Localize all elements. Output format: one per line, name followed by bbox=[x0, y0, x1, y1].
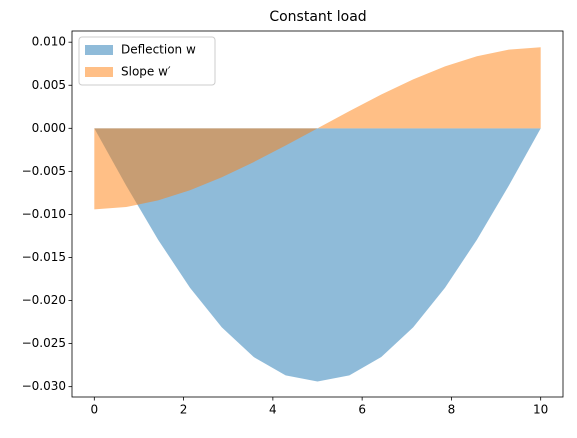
chart-title: Constant load bbox=[269, 9, 366, 25]
x-tick-label: 0 bbox=[90, 403, 98, 417]
legend-swatch bbox=[85, 45, 113, 55]
y-tick-label: −0.010 bbox=[22, 207, 66, 221]
area bbox=[94, 128, 541, 382]
y-tick-label: −0.015 bbox=[22, 250, 66, 264]
x-tick-label: 6 bbox=[358, 403, 366, 417]
y-tick-label: −0.020 bbox=[22, 293, 66, 307]
x-tick-label: 10 bbox=[533, 403, 548, 417]
x-tick-label: 4 bbox=[269, 403, 277, 417]
plot-frame bbox=[71, 30, 564, 398]
y-tick-label: −0.005 bbox=[22, 164, 66, 178]
y-tick-label: −0.030 bbox=[22, 379, 66, 393]
area bbox=[94, 47, 541, 210]
legend-label: Slope w′ bbox=[121, 65, 171, 79]
legend-swatch bbox=[85, 67, 113, 77]
x-tick-label: 8 bbox=[448, 403, 456, 417]
legend-label: Deflection w bbox=[121, 43, 196, 57]
y-tick-label: −0.025 bbox=[22, 336, 66, 350]
y-tick-label: 0.000 bbox=[32, 121, 66, 135]
x-tick-label: 2 bbox=[180, 403, 188, 417]
y-tick-label: 0.005 bbox=[32, 78, 66, 92]
y-tick-label: 0.010 bbox=[32, 35, 66, 49]
